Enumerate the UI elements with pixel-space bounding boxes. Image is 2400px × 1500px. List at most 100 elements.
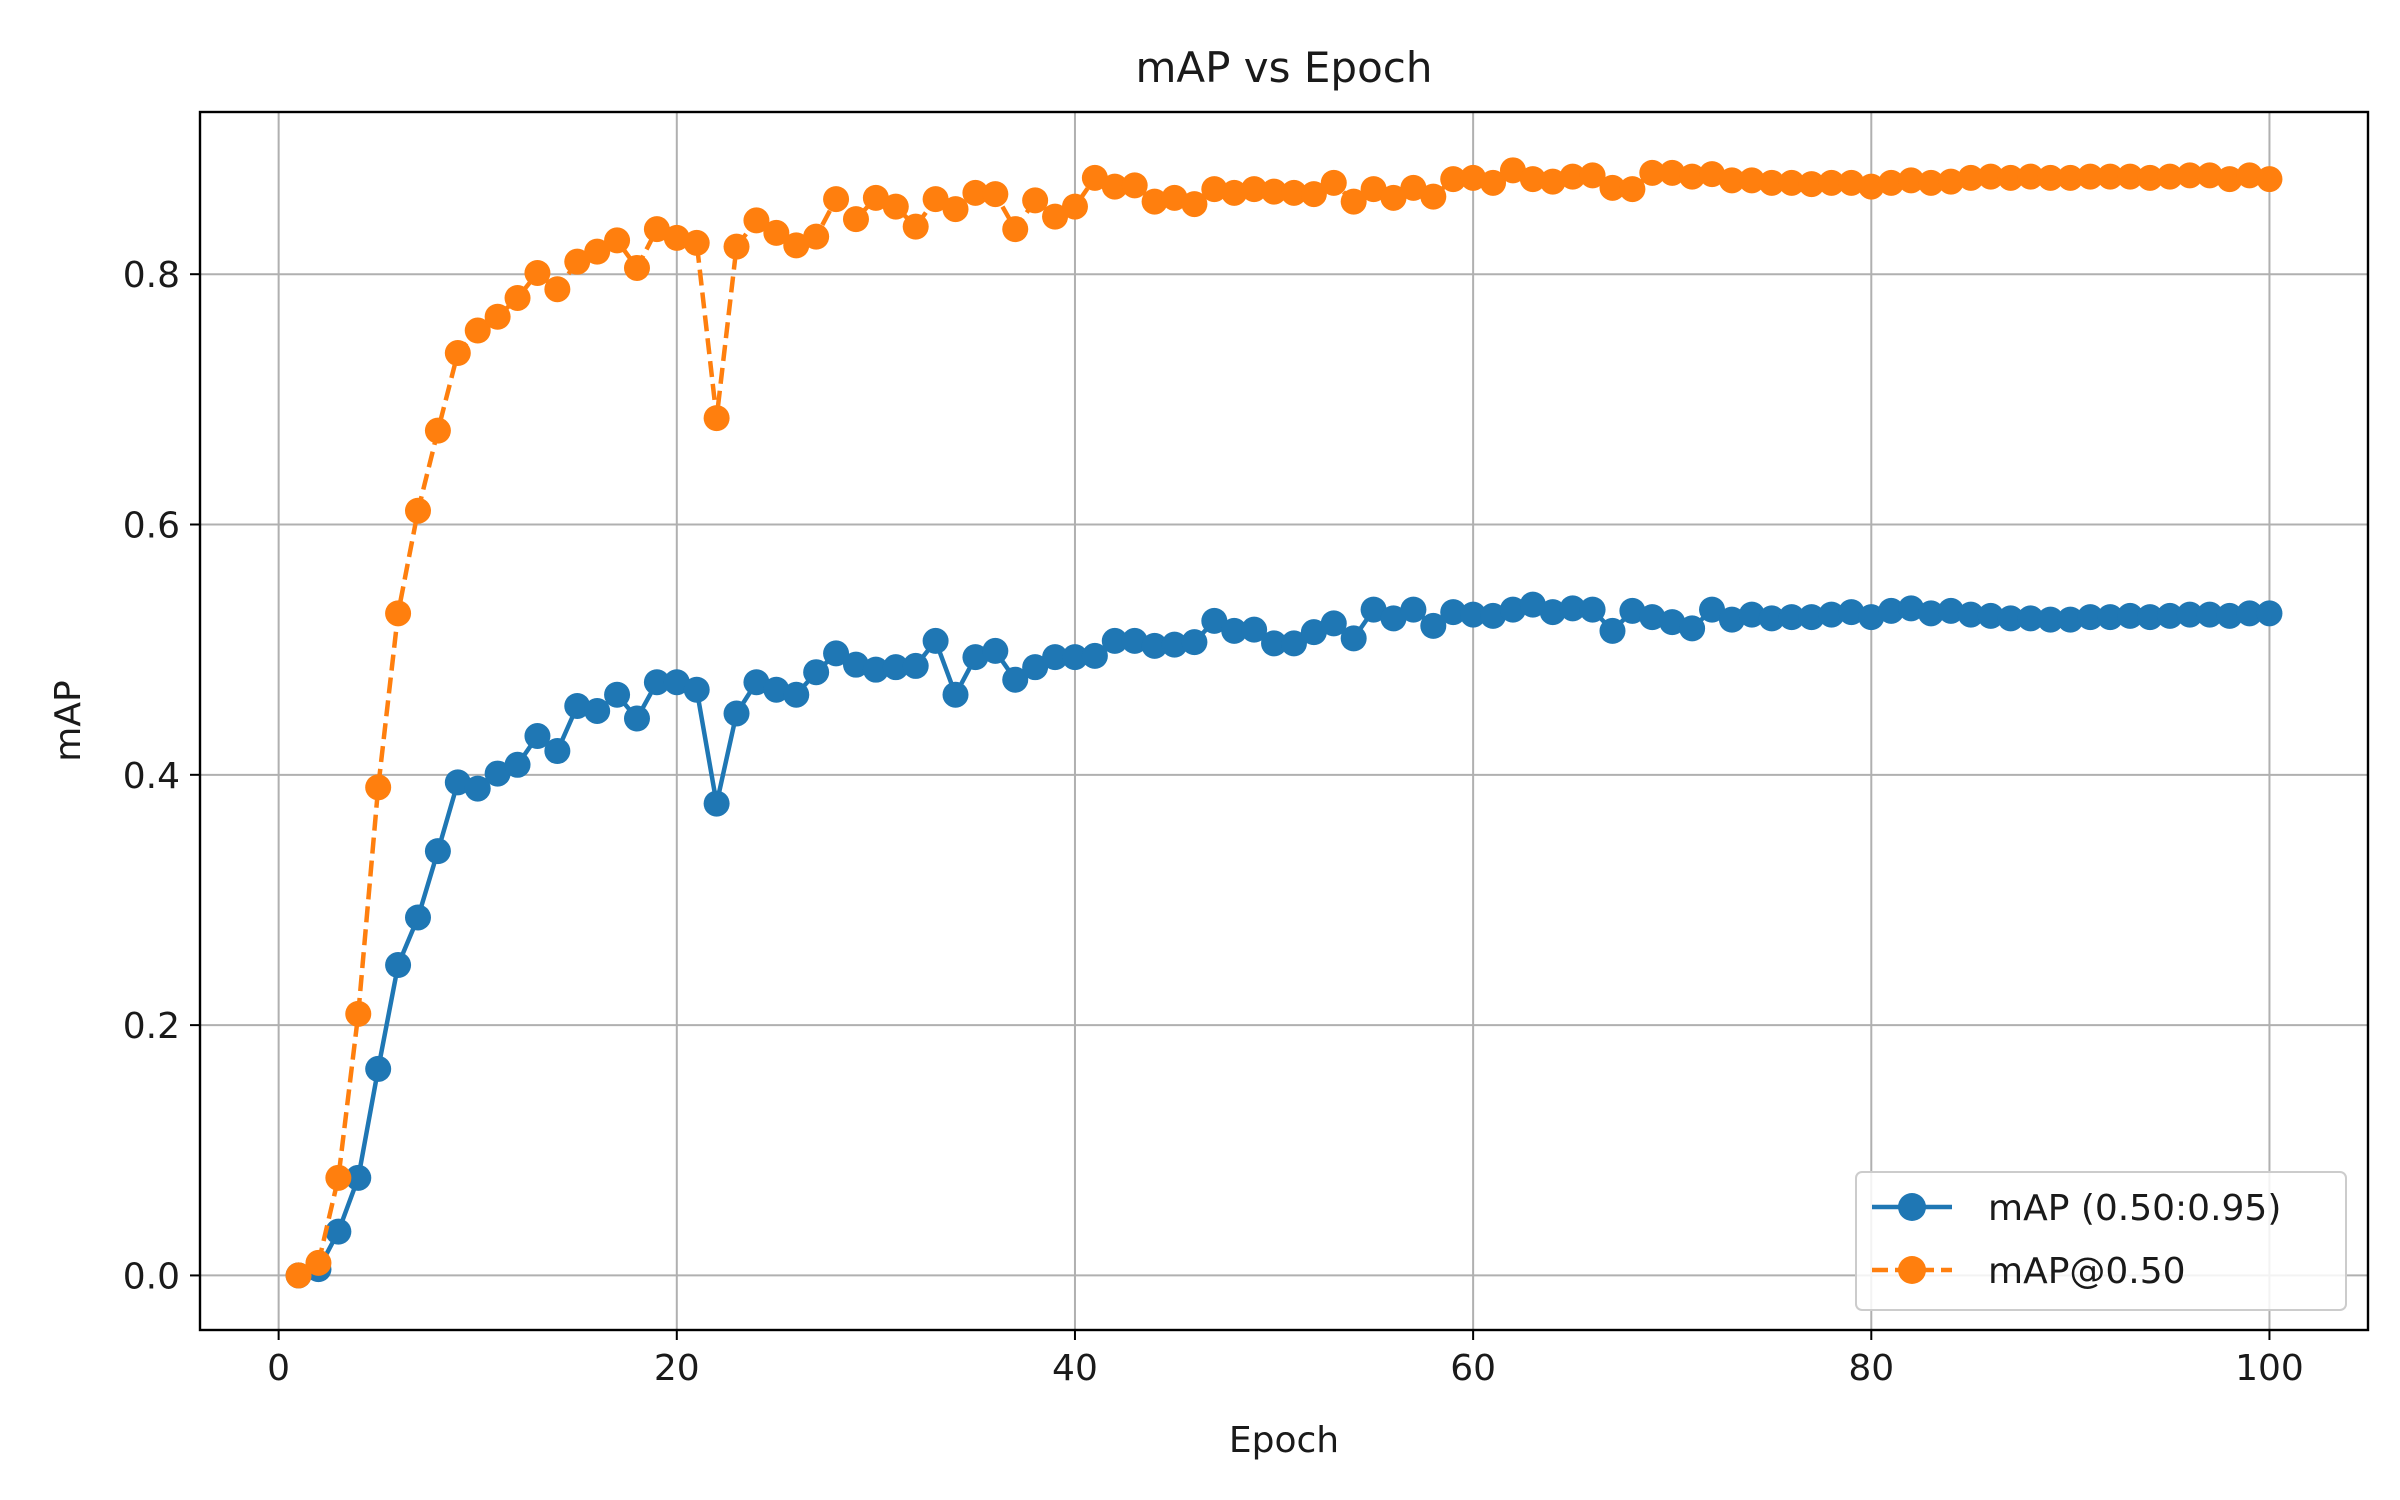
data-point [723, 233, 750, 260]
data-point [305, 1249, 332, 1276]
data-point [1559, 163, 1586, 190]
data-point [783, 681, 810, 708]
data-point [1061, 644, 1088, 671]
data-point [1898, 167, 1925, 194]
x-tick-label: 40 [1052, 1348, 1098, 1389]
data-point [1241, 176, 1268, 203]
data-point [1181, 629, 1208, 656]
data-point [1061, 193, 1088, 220]
data-point [524, 723, 551, 750]
data-point [504, 751, 531, 778]
data-point [1858, 173, 1885, 200]
data-point [922, 627, 949, 654]
data-point [1340, 188, 1367, 215]
data-point [882, 654, 909, 681]
legend-label-map-50-95: mAP (0.50:0.95) [1988, 1188, 2281, 1229]
data-point [1499, 157, 1526, 184]
data-point [484, 760, 511, 787]
y-tick-label: 0.8 [123, 255, 180, 296]
data-point [1400, 596, 1427, 623]
legend-marker-map-50-95 [1898, 1193, 1926, 1221]
data-point [385, 952, 412, 979]
y-tick-label: 0.6 [123, 506, 180, 547]
data-point [1937, 168, 1964, 195]
legend-marker-map-50 [1898, 1256, 1926, 1284]
data-point [623, 254, 650, 281]
data-point [1898, 595, 1925, 622]
data-point [942, 196, 969, 223]
data-point [2256, 600, 2283, 627]
data-point [604, 227, 631, 254]
data-point [1619, 597, 1646, 624]
data-point [464, 775, 491, 802]
data-point [1320, 610, 1347, 637]
data-point [643, 216, 670, 243]
data-point [922, 186, 949, 213]
data-point [544, 738, 571, 765]
data-point [1798, 604, 1825, 631]
data-point [1380, 605, 1407, 632]
legend-label-map-50: mAP@0.50 [1988, 1251, 2186, 1292]
data-point [1619, 176, 1646, 203]
data-point [1798, 171, 1825, 198]
x-tick-label: 0 [267, 1348, 290, 1389]
data-point [803, 659, 830, 686]
data-point [1002, 666, 1029, 693]
axis-ticks: 0 20 40 60 80 100 0.0 0.2 0.4 0.6 0.8 [123, 255, 2304, 1389]
data-point [823, 640, 850, 667]
data-point [2077, 163, 2104, 190]
data-point [1201, 176, 1228, 203]
data-point [1002, 216, 1029, 243]
data-point [1101, 173, 1128, 200]
data-point [504, 284, 531, 311]
data-point [1997, 164, 2024, 191]
data-point [2037, 606, 2064, 633]
data-point [2097, 604, 2124, 631]
data-point [2137, 164, 2164, 191]
data-point [564, 692, 591, 719]
data-point [1977, 163, 2004, 190]
data-point [484, 303, 511, 330]
data-point [1918, 169, 1945, 196]
data-point [385, 600, 412, 627]
data-point [982, 637, 1009, 664]
data-point [464, 317, 491, 344]
data-point [1081, 164, 1108, 191]
y-axis-label: mAP [48, 680, 89, 761]
data-point [1579, 596, 1606, 623]
data-point [1340, 625, 1367, 652]
data-point [1042, 644, 1069, 671]
data-point [1778, 604, 1805, 631]
data-point [1539, 599, 1566, 626]
data-point [444, 769, 471, 796]
x-tick-label: 20 [654, 1348, 700, 1389]
data-point [2196, 601, 2223, 628]
data-point [1161, 631, 1188, 658]
data-point [803, 223, 830, 250]
data-point [1718, 606, 1745, 633]
series-map-50 [285, 157, 2283, 1289]
data-point [1141, 188, 1168, 215]
series-map-50-95 [285, 591, 2283, 1289]
data-point [1360, 176, 1387, 203]
data-point [1480, 169, 1507, 196]
data-point [683, 229, 710, 256]
data-point [962, 179, 989, 206]
data-point [862, 184, 889, 211]
data-point [2077, 604, 2104, 631]
data-point [1022, 187, 1049, 214]
data-point [1639, 604, 1666, 631]
data-point [1599, 174, 1626, 201]
data-point [643, 669, 670, 696]
x-tick-label: 80 [1848, 1348, 1894, 1389]
data-point [763, 676, 790, 703]
data-point [783, 232, 810, 259]
x-tick-label: 100 [2235, 1348, 2304, 1389]
data-point [2156, 163, 2183, 190]
data-point [1300, 181, 1327, 208]
data-point [365, 1055, 392, 1082]
data-point [1818, 601, 1845, 628]
y-tick-label: 0.2 [123, 1006, 180, 1047]
data-point [2057, 606, 2084, 633]
data-point [2236, 600, 2263, 627]
